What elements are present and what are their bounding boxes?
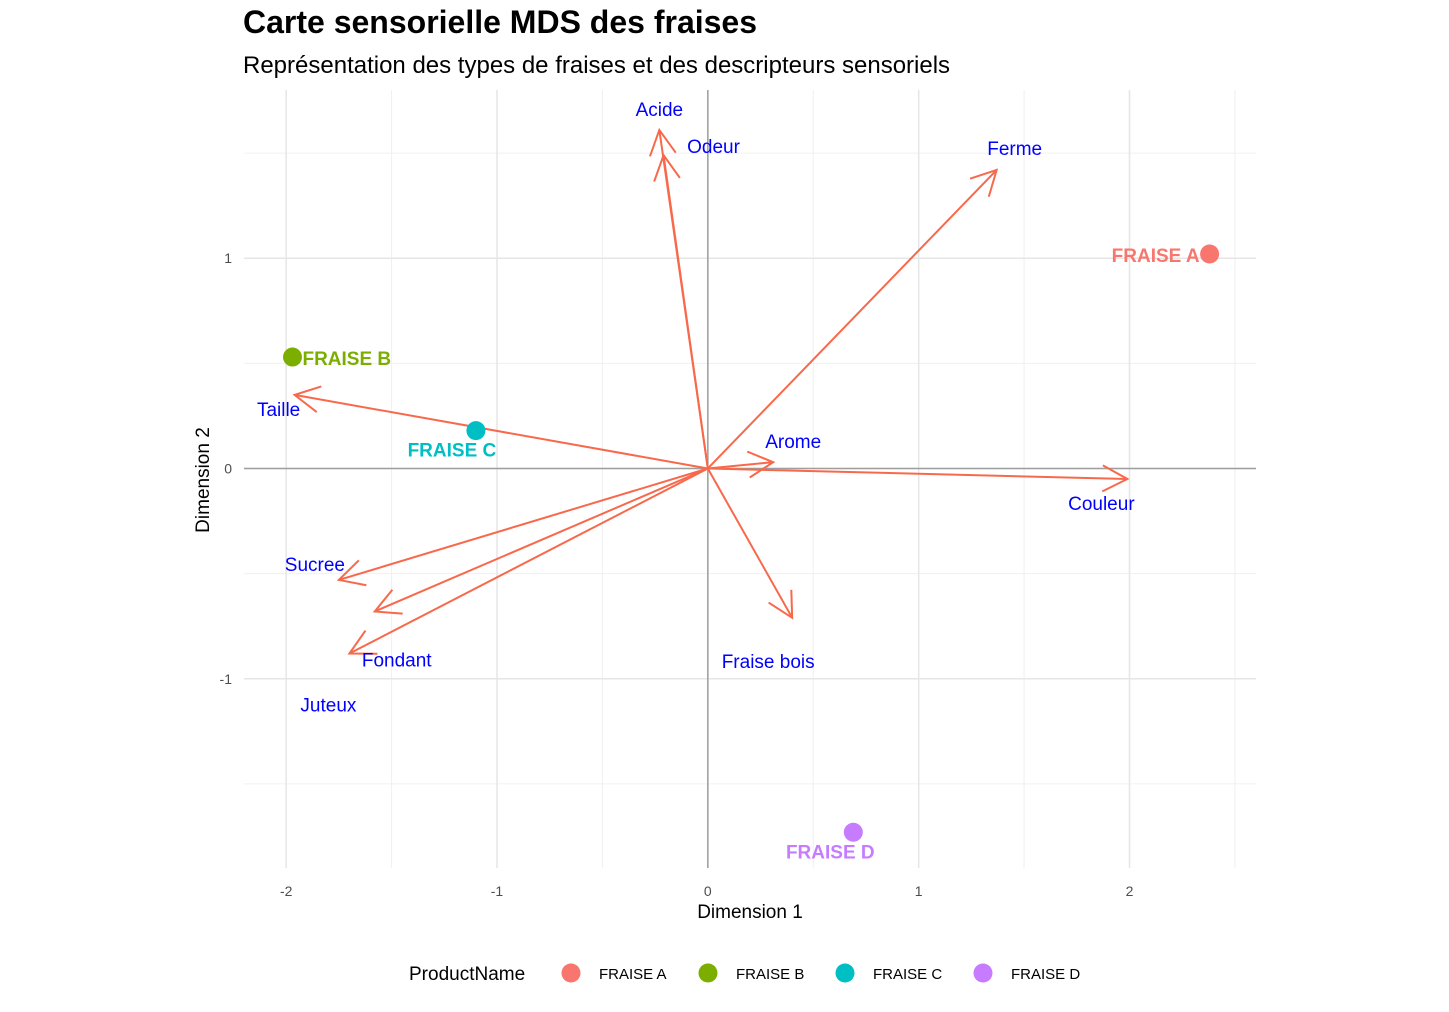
legend: ProductName FRAISE A FRAISE B FRAISE C FRAIS… — [409, 963, 1080, 985]
arrow-shaft — [662, 155, 709, 469]
arrow-arome — [707, 450, 776, 479]
x-tick-label: 1 — [915, 883, 923, 899]
variable-label: Odeur — [687, 137, 740, 158]
arrow-head — [347, 630, 378, 655]
x-axis-title: Dimension 1 — [697, 902, 803, 923]
variable-label: Fraise bois — [722, 652, 815, 673]
arrow-juteux — [347, 467, 709, 655]
arrow-acide — [649, 127, 709, 469]
variable-label: Sucree — [285, 555, 345, 576]
legend-item: FRAISE A — [561, 963, 667, 983]
arrow-head — [746, 450, 776, 479]
arrow-couleur — [707, 464, 1130, 493]
variable-label: Fondant — [362, 650, 432, 671]
product-point-fraise-b — [282, 347, 302, 367]
legend-label: FRAISE B — [736, 966, 804, 983]
y-tick-label: 1 — [224, 250, 232, 266]
arrow-ferme — [707, 168, 999, 470]
arrow-shaft — [706, 467, 794, 619]
legend-label: FRAISE D — [1011, 966, 1080, 983]
arrow-head — [1101, 464, 1130, 493]
arrow-head — [292, 385, 322, 413]
x-tick-label: 0 — [704, 883, 712, 899]
legend-item: FRAISE B — [698, 963, 804, 983]
axis-ticks: -2 -1 0 1 2 -1 0 1 — [220, 250, 1134, 899]
variable-label: Juteux — [300, 696, 356, 717]
arrow-shaft — [338, 467, 709, 581]
variable-label: Taille — [257, 400, 300, 421]
y-axis-title: Dimension 2 — [193, 427, 214, 533]
variable-label: Acide — [636, 100, 684, 121]
arrow-shaft — [707, 467, 1128, 480]
arrow-fraise-bois — [706, 467, 794, 620]
x-tick-label: -2 — [280, 883, 293, 899]
legend-title: ProductName — [409, 964, 525, 985]
y-tick-label: 0 — [224, 460, 232, 476]
arrow-head — [653, 153, 681, 182]
arrow-shaft — [348, 467, 709, 655]
product-label: FRAISE B — [302, 349, 391, 370]
x-tick-label: 2 — [1126, 883, 1134, 899]
arrow-shaft — [374, 467, 709, 613]
chart-title: Carte sensorielle MDS des fraises — [243, 4, 758, 40]
arrow-head — [768, 589, 794, 620]
arrow-shaft — [707, 169, 998, 470]
arrow-head — [969, 168, 999, 198]
zero-lines — [244, 90, 1256, 868]
chart-subtitle: Représentation des types de fraises et d… — [243, 52, 951, 79]
variable-label: Ferme — [987, 139, 1042, 160]
variable-label: Arome — [765, 432, 821, 453]
variable-arrows — [292, 127, 1130, 655]
product-point-fraise-d — [843, 822, 863, 842]
x-tick-label: -1 — [491, 883, 504, 899]
legend-key — [561, 963, 581, 983]
y-tick-label: -1 — [220, 671, 233, 687]
product-labels: FRAISE A FRAISE B FRAISE C FRAISE D — [302, 246, 1199, 863]
arrow-sucree — [336, 467, 709, 587]
product-points — [282, 244, 1220, 842]
product-point-fraise-a — [1200, 244, 1220, 264]
minor-grid — [244, 90, 1256, 868]
arrow-taille — [292, 385, 709, 470]
arrow-shaft — [294, 393, 709, 470]
legend-item: FRAISE C — [835, 963, 942, 983]
legend-key — [698, 963, 718, 983]
legend-label: FRAISE C — [873, 966, 942, 983]
product-label: FRAISE A — [1112, 246, 1200, 267]
legend-item: FRAISE D — [973, 963, 1080, 983]
legend-key — [835, 963, 855, 983]
legend-key — [973, 963, 993, 983]
arrow-head — [649, 127, 677, 157]
arrow-fondant — [372, 467, 709, 615]
variable-label: Couleur — [1068, 494, 1135, 515]
arrow-head — [372, 589, 403, 615]
product-label: FRAISE C — [408, 441, 497, 462]
arrow-odeur — [653, 153, 709, 469]
product-label: FRAISE D — [786, 842, 875, 863]
product-point-fraise-c — [466, 421, 486, 441]
legend-label: FRAISE A — [599, 966, 667, 983]
arrow-head — [336, 559, 367, 587]
arrow-shaft — [707, 461, 774, 470]
